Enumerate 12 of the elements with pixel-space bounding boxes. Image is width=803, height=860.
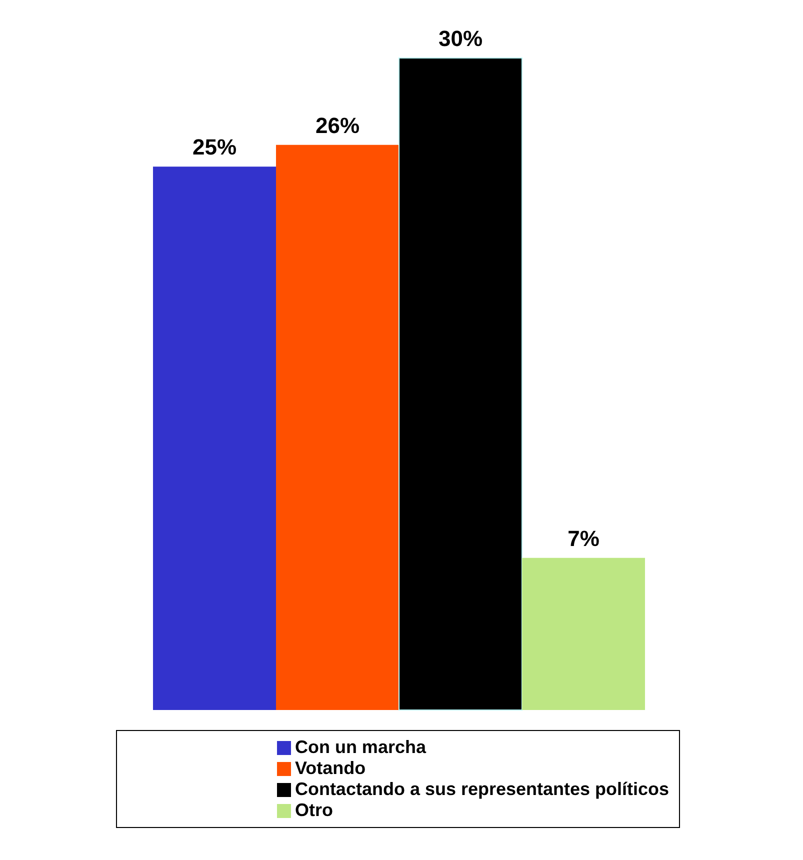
legend-label: Con un marcha [294,737,426,757]
bar [153,166,276,710]
data-label: 30% [438,26,483,51]
bar [276,144,399,710]
legend-label: Votando [294,758,366,778]
legend-label: Otro [294,800,333,820]
bar [398,58,522,710]
data-label: 26% [315,112,360,138]
bar [522,558,645,710]
legend-label: Contactando a sus representantes políticos [294,779,670,799]
data-label: 7% [568,526,600,551]
data-label: 25% [192,134,237,160]
